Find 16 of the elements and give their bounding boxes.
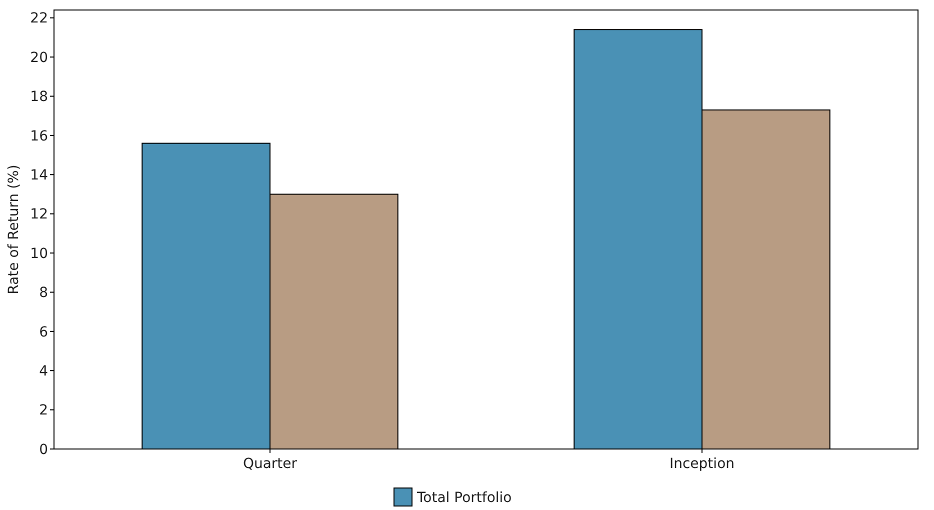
y-tick-label: 4 [39, 364, 48, 380]
x-tick-label: Inception [669, 456, 735, 472]
y-tick-label: 16 [30, 128, 48, 144]
y-tick-label: 22 [30, 10, 48, 27]
y-tick-label: 20 [30, 50, 48, 66]
legend-label: Total Portfolio [416, 490, 512, 506]
x-tick-label: Quarter [242, 456, 298, 472]
y-axis-title: Rate of Return (%) [6, 164, 22, 294]
y-tick-label: 14 [30, 168, 48, 184]
y-tick-label: 10 [30, 246, 48, 262]
y-tick-label: 18 [30, 89, 48, 106]
y-tick-label: 12 [30, 206, 48, 223]
y-tick-label: 6 [39, 324, 48, 340]
y-tick-label: 8 [39, 285, 48, 302]
y-tick-label: 2 [39, 402, 48, 419]
y-tick-label: 0 [39, 442, 48, 458]
